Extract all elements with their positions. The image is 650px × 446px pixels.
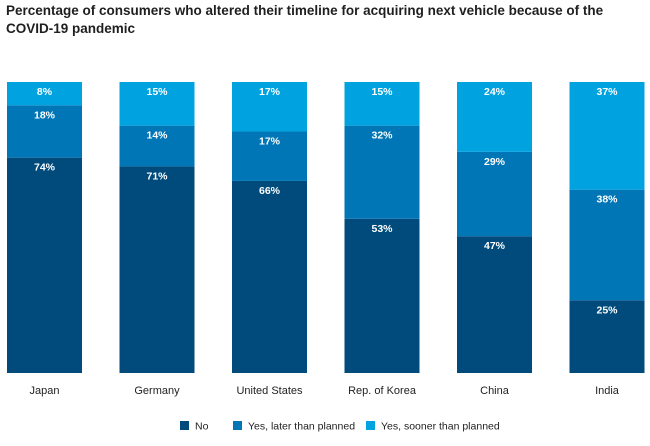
data-label-rep-of-korea-no: 53% — [371, 223, 393, 235]
data-label-united-states-no: 66% — [259, 185, 281, 197]
category-labels: Japan Germany United States Rep. of Korea Ch… — [30, 385, 620, 397]
bars-group: 74% 18% 8% 71% 14% 15% 66% 17% 17% 53% 32% 15% 47% 29… — [7, 82, 645, 373]
category-label-germany: Germany — [134, 385, 180, 397]
bar-united-states-yes-later-than-planned — [232, 131, 307, 181]
data-label-japan-no: 74% — [34, 162, 56, 174]
category-label-rep-of-korea: Rep. of Korea — [348, 385, 417, 397]
category-label-india: India — [595, 385, 620, 397]
legend: No Yes, later than planned Yes, sooner tha… — [180, 421, 500, 433]
legend-swatch-yes-sooner-than-planned — [366, 421, 375, 430]
bar-rep-of-korea-no — [344, 218, 420, 373]
bar-india-yes-later-than-planned — [569, 189, 645, 301]
bar-china-yes-later-than-planned — [457, 151, 532, 237]
data-label-india-no: 25% — [596, 304, 618, 316]
bar-china-no — [457, 236, 532, 373]
data-label-united-states-yes-sooner-than-planned: 17% — [259, 86, 281, 98]
legend-label-yes-later-than-planned: Yes, later than planned — [248, 421, 355, 433]
data-label-china-yes-sooner-than-planned: 24% — [484, 86, 506, 98]
legend-label-no: No — [195, 421, 209, 433]
data-label-japan-yes-sooner-than-planned: 8% — [37, 86, 53, 98]
data-label-india-yes-later-than-planned: 38% — [596, 194, 618, 206]
data-label-germany-yes-sooner-than-planned: 15% — [146, 86, 168, 98]
bar-united-states-yes-sooner-than-planned — [232, 82, 307, 132]
data-label-india-yes-sooner-than-planned: 37% — [596, 86, 618, 98]
data-label-china-yes-later-than-planned: 29% — [484, 156, 506, 168]
data-label-germany-no: 71% — [146, 170, 168, 182]
bar-rep-of-korea-yes-sooner-than-planned — [344, 82, 420, 126]
legend-swatch-yes-later-than-planned — [233, 421, 242, 430]
legend-swatch-no — [180, 421, 189, 430]
data-label-china-no: 47% — [484, 240, 506, 252]
bar-germany-yes-later-than-planned — [119, 125, 195, 167]
category-label-china: China — [480, 385, 510, 397]
data-label-united-states-yes-later-than-planned: 17% — [259, 135, 281, 147]
bar-japan-yes-later-than-planned — [7, 105, 82, 158]
legend-label-yes-sooner-than-planned: Yes, sooner than planned — [381, 421, 500, 433]
data-label-japan-yes-later-than-planned: 18% — [34, 109, 56, 121]
bar-united-states-no — [232, 180, 307, 373]
chart-title: Percentage of consumers who altered thei… — [6, 3, 604, 36]
bar-japan-yes-sooner-than-planned — [7, 82, 82, 106]
category-label-japan: Japan — [30, 385, 60, 397]
bar-germany-no — [119, 166, 195, 373]
bar-germany-yes-sooner-than-planned — [119, 82, 195, 126]
data-label-germany-yes-later-than-planned: 14% — [146, 130, 168, 142]
bar-japan-no — [7, 157, 82, 373]
bar-rep-of-korea-yes-later-than-planned — [344, 125, 420, 219]
category-label-united-states: United States — [236, 385, 303, 397]
bar-india-no — [569, 300, 645, 373]
data-label-rep-of-korea-yes-sooner-than-planned: 15% — [371, 86, 393, 98]
bar-india-yes-sooner-than-planned — [569, 82, 645, 190]
data-label-rep-of-korea-yes-later-than-planned: 32% — [371, 130, 393, 142]
bar-china-yes-sooner-than-planned — [457, 82, 532, 152]
